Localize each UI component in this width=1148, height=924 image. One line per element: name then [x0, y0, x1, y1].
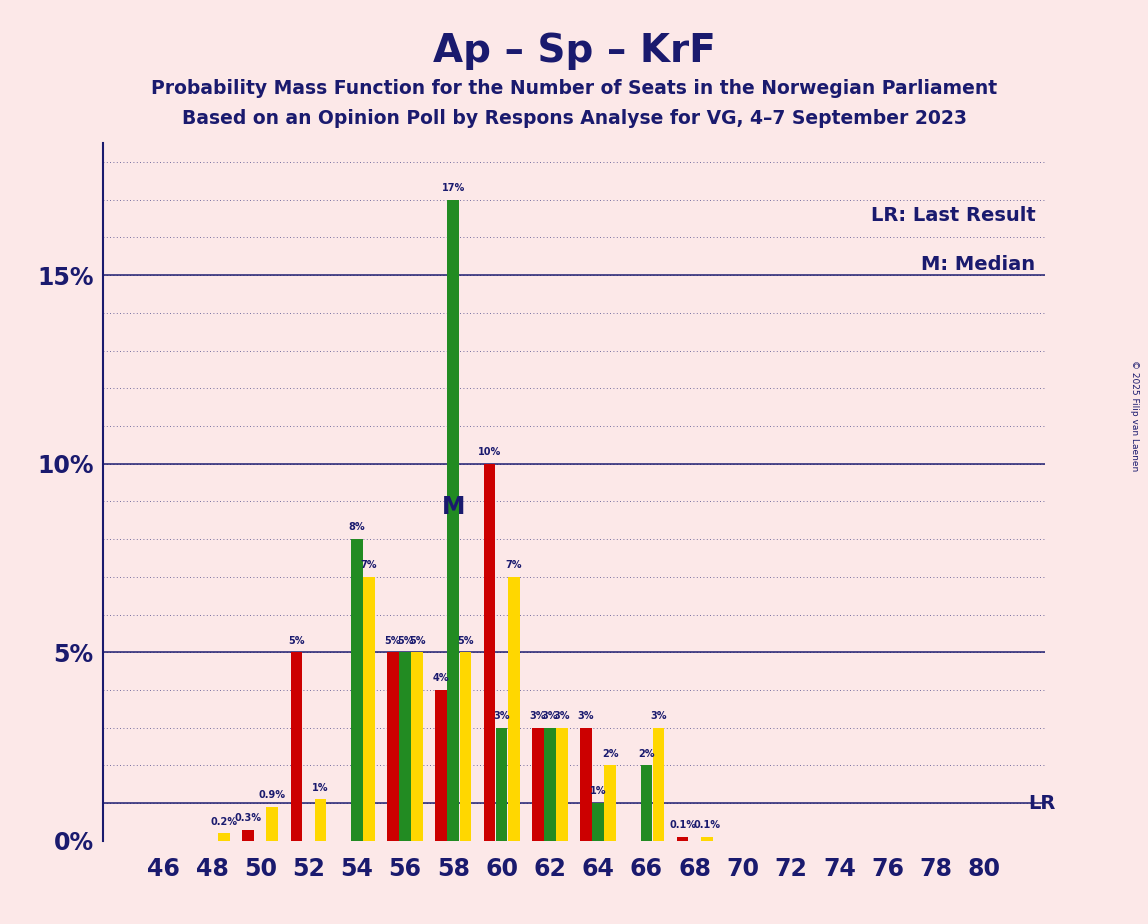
Bar: [351, 540, 363, 841]
Text: 3%: 3%: [529, 711, 546, 721]
Text: 10%: 10%: [478, 447, 502, 457]
Text: 0.1%: 0.1%: [669, 821, 696, 831]
Bar: [483, 464, 496, 841]
Text: 3%: 3%: [494, 711, 510, 721]
Bar: [701, 837, 713, 841]
Text: 0.9%: 0.9%: [258, 790, 286, 800]
Text: 5%: 5%: [457, 636, 474, 646]
Bar: [580, 728, 592, 841]
Bar: [604, 765, 616, 841]
Text: 1%: 1%: [312, 783, 328, 793]
Bar: [448, 200, 459, 841]
Bar: [677, 837, 689, 841]
Bar: [592, 803, 604, 841]
Text: 1%: 1%: [590, 786, 606, 796]
Bar: [544, 728, 556, 841]
Text: © 2025 Filip van Laenen: © 2025 Filip van Laenen: [1130, 360, 1139, 471]
Text: Ap – Sp – KrF: Ap – Sp – KrF: [433, 32, 715, 70]
Text: 0.1%: 0.1%: [693, 821, 720, 831]
Bar: [315, 799, 326, 841]
Text: 5%: 5%: [288, 636, 304, 646]
Text: 5%: 5%: [385, 636, 401, 646]
Bar: [363, 577, 374, 841]
Bar: [290, 652, 302, 841]
Text: 17%: 17%: [442, 183, 465, 193]
Bar: [652, 728, 665, 841]
Text: M: M: [442, 495, 465, 519]
Text: 3%: 3%: [542, 711, 558, 721]
Bar: [496, 728, 507, 841]
Text: 3%: 3%: [553, 711, 571, 721]
Text: 3%: 3%: [577, 711, 595, 721]
Text: 7%: 7%: [505, 560, 522, 570]
Text: 4%: 4%: [433, 674, 450, 683]
Bar: [556, 728, 568, 841]
Text: 0.2%: 0.2%: [210, 817, 238, 826]
Text: 5%: 5%: [409, 636, 426, 646]
Text: 5%: 5%: [397, 636, 413, 646]
Bar: [507, 577, 520, 841]
Text: 2%: 2%: [602, 748, 619, 759]
Bar: [400, 652, 411, 841]
Bar: [266, 807, 278, 841]
Text: Probability Mass Function for the Number of Seats in the Norwegian Parliament: Probability Mass Function for the Number…: [150, 79, 998, 98]
Bar: [435, 690, 447, 841]
Bar: [218, 833, 230, 841]
Text: 2%: 2%: [638, 748, 654, 759]
Bar: [532, 728, 544, 841]
Text: 3%: 3%: [650, 711, 667, 721]
Bar: [459, 652, 471, 841]
Text: 7%: 7%: [360, 560, 377, 570]
Text: 0.3%: 0.3%: [234, 813, 262, 822]
Text: M: Median: M: Median: [921, 255, 1035, 274]
Text: LR: Last Result: LR: Last Result: [870, 206, 1035, 225]
Text: 8%: 8%: [349, 522, 365, 532]
Bar: [411, 652, 422, 841]
Bar: [387, 652, 398, 841]
Text: Based on an Opinion Poll by Respons Analyse for VG, 4–7 September 2023: Based on an Opinion Poll by Respons Anal…: [181, 109, 967, 128]
Text: LR: LR: [1027, 794, 1055, 812]
Bar: [641, 765, 652, 841]
Bar: [242, 830, 254, 841]
